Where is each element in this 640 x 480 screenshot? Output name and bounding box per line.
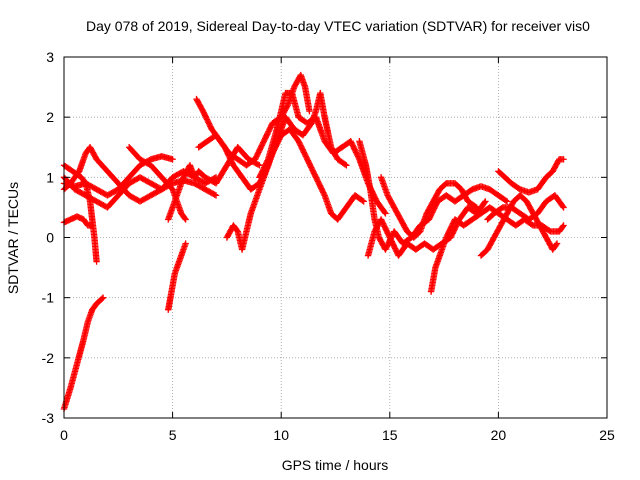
plus-marker	[99, 294, 107, 301]
plus-marker	[559, 203, 566, 210]
plus-marker	[502, 197, 510, 204]
gridlines	[64, 57, 607, 418]
series-track-m	[256, 89, 389, 217]
y-tick-labels: -3 -2 -1 0 1 2 3	[42, 49, 55, 426]
y-tick-label-0: 0	[46, 230, 54, 246]
plus-marker	[552, 241, 560, 248]
y-tick-label--2: -2	[42, 350, 55, 366]
plus-marker	[169, 156, 176, 163]
y-axis-label: SDTVAR / TECUs	[5, 182, 21, 294]
series-track-h	[60, 294, 107, 413]
plus-marker	[560, 222, 567, 229]
plus-marker	[182, 216, 189, 223]
plus-marker	[481, 199, 488, 206]
plus-marker	[264, 157, 271, 164]
plus-marker	[343, 162, 350, 169]
x-tick-label-25: 25	[599, 427, 615, 443]
x-tick-label-5: 5	[169, 427, 177, 443]
series-track-n	[356, 138, 511, 253]
plus-marker	[382, 210, 389, 217]
plus-marker	[93, 258, 100, 265]
plus-marker	[560, 204, 567, 211]
series-track-r	[495, 156, 567, 196]
x-tick-label-15: 15	[382, 427, 398, 443]
series-track-p	[427, 204, 567, 295]
plus-marker	[559, 223, 566, 230]
plus-marker	[553, 240, 561, 247]
plus-marker	[359, 197, 366, 204]
series-track-i	[165, 240, 189, 313]
plus-marker	[320, 190, 328, 198]
plus-marker	[256, 162, 263, 169]
series-track-l	[223, 126, 367, 253]
plus-marker	[254, 161, 262, 168]
series-track-o	[364, 198, 489, 259]
x-tick-label-10: 10	[273, 427, 289, 443]
x-tick-label-0: 0	[60, 427, 68, 443]
plus-marker	[472, 203, 479, 210]
y-tick-label-2: 2	[46, 109, 54, 125]
plus-marker	[473, 204, 480, 211]
plus-marker	[306, 107, 313, 115]
series-track-e	[60, 168, 220, 211]
series-track-j	[193, 71, 313, 169]
y-tick-label--3: -3	[42, 410, 55, 426]
y-tick-label-1: 1	[46, 169, 54, 185]
x-tick-label-20: 20	[491, 427, 507, 443]
plus-marker	[181, 215, 188, 222]
plus-marker	[482, 198, 489, 205]
series-track-q	[477, 192, 561, 259]
plus-marker	[211, 191, 218, 198]
plus-marker	[381, 209, 388, 216]
x-axis-label: GPS time / hours	[282, 457, 389, 473]
x-tick-labels: 0 5 10 15 20 25	[60, 427, 615, 443]
series-track-t	[377, 174, 480, 241]
plus-marker	[182, 240, 189, 247]
series-track-s	[484, 192, 567, 223]
axis-ticks	[63, 56, 608, 419]
plus-marker	[212, 192, 220, 199]
series-track-c	[60, 144, 220, 205]
data-markers	[60, 71, 567, 413]
plus-marker	[503, 198, 511, 205]
y-tick-label--1: -1	[42, 290, 55, 306]
plus-marker	[98, 295, 106, 302]
plus-marker	[560, 156, 567, 163]
plus-marker	[360, 198, 367, 205]
plus-marker	[341, 161, 349, 168]
y-tick-label-3: 3	[46, 49, 54, 65]
chart-title: Day 078 of 2019, Sidereal Day-to-day VTE…	[86, 18, 590, 34]
